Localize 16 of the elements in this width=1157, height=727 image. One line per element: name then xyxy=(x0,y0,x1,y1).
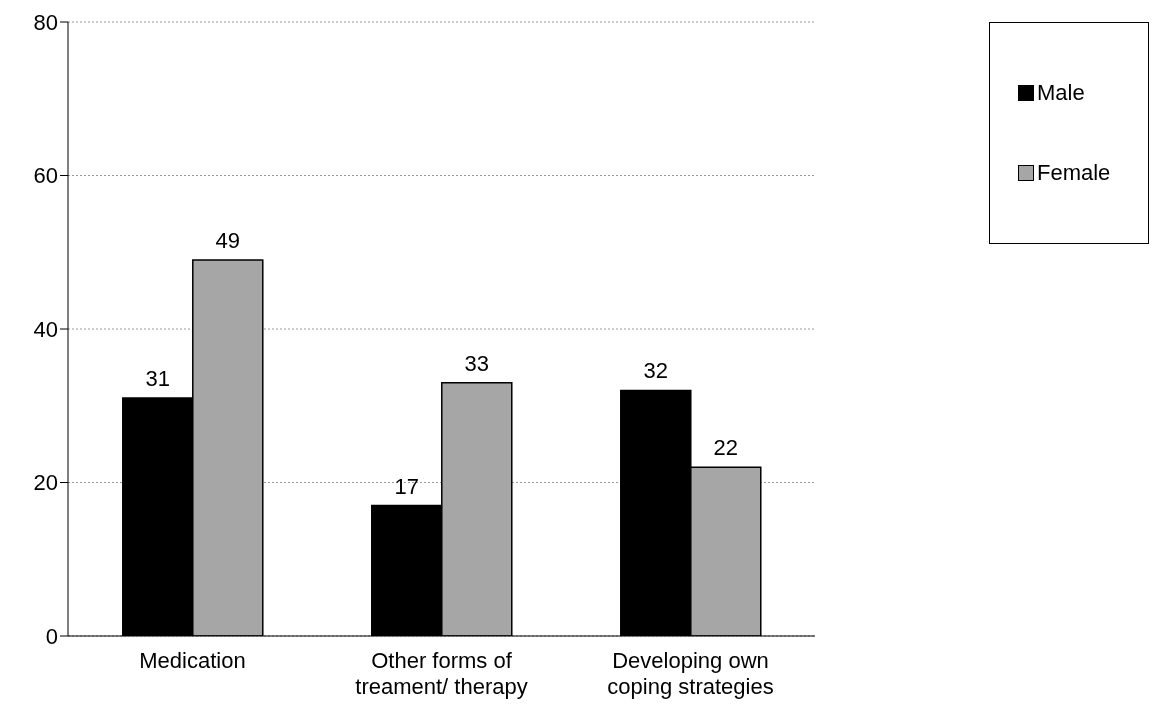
y-tick-label: 0 xyxy=(45,623,58,649)
y-tick-label: 60 xyxy=(33,163,58,189)
data-label: 49 xyxy=(215,227,241,253)
data-label: 22 xyxy=(713,435,739,461)
legend-label: Female xyxy=(1037,160,1111,186)
data-label: 33 xyxy=(464,350,490,376)
y-tick-label: 40 xyxy=(33,316,58,342)
x-tick-label: Medication xyxy=(139,648,246,673)
x-tick-label: Other forms of treament/ therapy xyxy=(355,648,528,699)
y-tick-label: 20 xyxy=(33,470,58,496)
x-tick-label: Developing own coping strategies xyxy=(607,648,774,699)
data-label: 17 xyxy=(394,473,420,499)
y-tick-label: 80 xyxy=(33,9,58,35)
data-label: 32 xyxy=(643,358,669,384)
data-label: 31 xyxy=(145,366,171,392)
legend-label: Male xyxy=(1037,80,1085,106)
